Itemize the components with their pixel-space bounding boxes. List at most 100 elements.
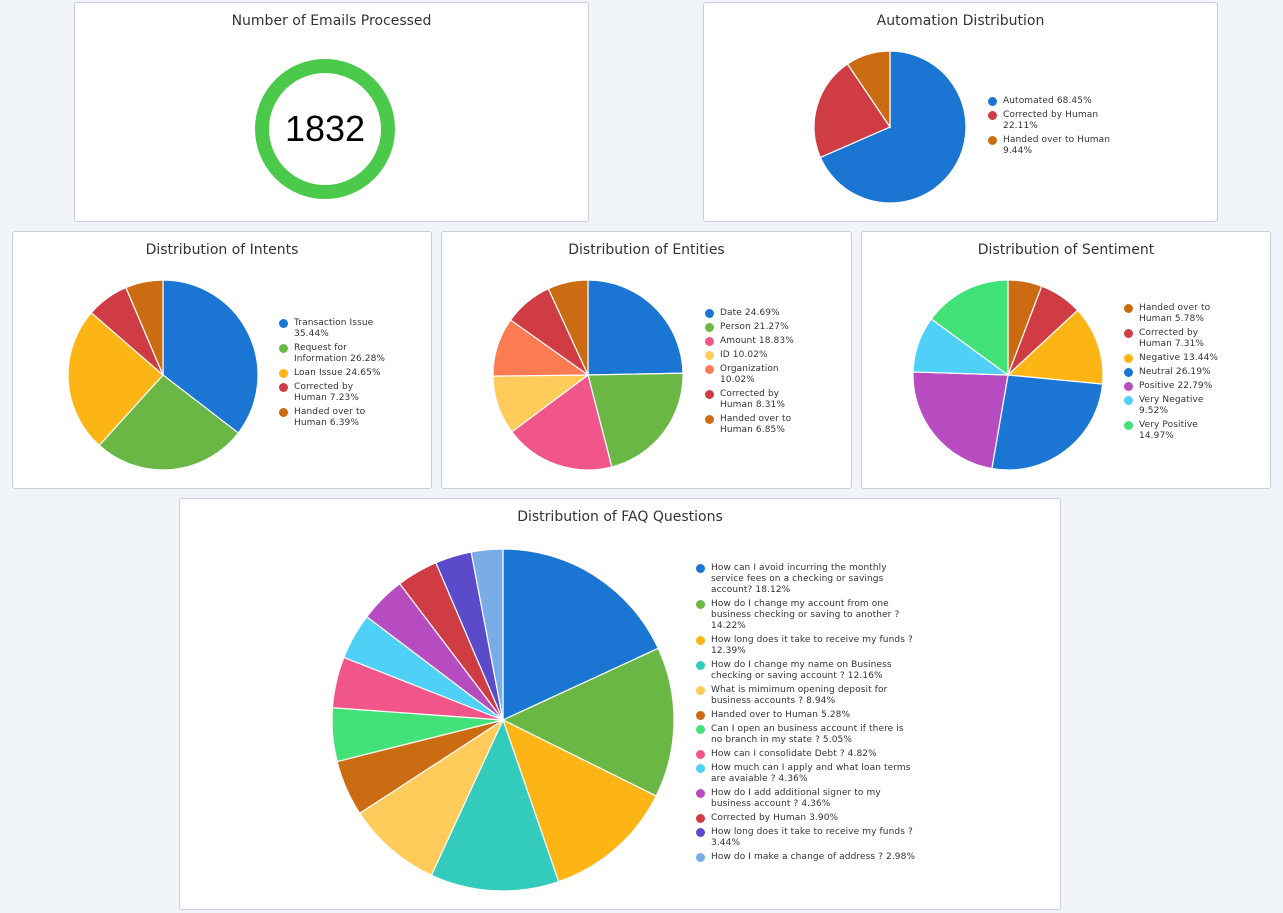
pie-slice[interactable] xyxy=(587,279,684,376)
legend-swatch xyxy=(988,97,997,106)
legend-swatch xyxy=(1124,329,1133,338)
legend-item[interactable]: How do I change my name on Business chec… xyxy=(696,660,916,682)
legend-item[interactable]: Handed over to Human 5.28% xyxy=(696,710,916,721)
legend-item[interactable]: Can I open an business account if there … xyxy=(696,724,916,746)
pie-slice[interactable] xyxy=(502,548,660,721)
legend-item[interactable]: Corrected by Human 7.23% xyxy=(279,382,389,404)
pie-slice[interactable] xyxy=(501,718,657,883)
entities-pie xyxy=(492,279,684,471)
legend-item[interactable]: Very Positive 14.97% xyxy=(1124,420,1234,442)
legend-item[interactable]: What is mimimum opening deposit for busi… xyxy=(696,685,916,707)
legend-swatch xyxy=(705,415,714,424)
legend-item[interactable]: Organization 10.02% xyxy=(705,364,815,386)
pie-slice[interactable] xyxy=(67,311,164,447)
pie-slice[interactable] xyxy=(991,374,1104,471)
legend-label: How do I add additional signer to my bus… xyxy=(711,788,881,809)
legend-item[interactable]: Negative 13.44% xyxy=(1124,353,1234,364)
legend-item[interactable]: Date 24.69% xyxy=(705,308,815,319)
pie-slice[interactable] xyxy=(98,374,240,471)
legend-label: Very Negative 9.52% xyxy=(1139,395,1204,416)
legend-item[interactable]: Person 21.27% xyxy=(705,322,815,333)
legend-item[interactable]: Automated 68.45% xyxy=(988,96,1113,107)
legend-label: How can I consolidate Debt ? 4.82% xyxy=(711,749,877,759)
legend-label: Negative 13.44% xyxy=(1139,353,1219,363)
legend-item[interactable]: Handed over to Human 6.39% xyxy=(279,407,389,429)
legend-label: Handed over to Human 5.28% xyxy=(711,710,851,720)
legend-label: Corrected by Human 3.90% xyxy=(711,813,839,823)
entities-distribution-card: Distribution of Entities Date 24.69% Pers… xyxy=(441,231,852,489)
emails-processed-value: 1832 xyxy=(284,108,366,149)
legend-item[interactable]: How do I add additional signer to my bus… xyxy=(696,788,916,810)
pie-slice[interactable] xyxy=(912,371,1009,470)
legend-label: Automated 68.45% xyxy=(1003,96,1092,106)
pie-slice[interactable] xyxy=(547,279,589,376)
pie-slice[interactable] xyxy=(358,718,505,877)
legend-item[interactable]: Handed over to Human 6.85% xyxy=(705,414,815,436)
pie-slice[interactable] xyxy=(819,50,967,204)
legend-swatch xyxy=(696,725,705,734)
legend-swatch xyxy=(279,344,288,353)
automation-distribution-card: Automation Distribution Automated 68.45%… xyxy=(703,2,1218,222)
legend-item[interactable]: How do I change my account from one busi… xyxy=(696,599,916,632)
automation-legend: Automated 68.45% Corrected by Human 22.11… xyxy=(988,96,1113,160)
legend-swatch xyxy=(696,853,705,862)
pie-slice[interactable] xyxy=(846,50,891,129)
legend-swatch xyxy=(696,686,705,695)
legend-item[interactable]: ID 10.02% xyxy=(705,350,815,361)
legend-swatch xyxy=(1124,382,1133,391)
legend-item[interactable]: How long does it take to receive my fund… xyxy=(696,635,916,657)
legend-label: Corrected by Human 8.31% xyxy=(720,389,786,410)
pie-slice[interactable] xyxy=(430,718,560,892)
legend-label: Loan Issue 24.65% xyxy=(294,368,381,378)
legend-item[interactable]: How can I consolidate Debt ? 4.82% xyxy=(696,749,916,760)
pie-slice[interactable] xyxy=(1006,309,1104,385)
pie-slice[interactable] xyxy=(125,279,164,376)
legend-label: How do I make a change of address ? 2.98… xyxy=(711,852,916,862)
legend-item[interactable]: Corrected by Human 3.90% xyxy=(696,813,916,824)
legend-item[interactable]: Amount 18.83% xyxy=(705,336,815,347)
faq-distribution-card: Distribution of FAQ Questions How can I … xyxy=(179,498,1061,910)
intents-distribution-title: Distribution of Intents xyxy=(145,242,299,258)
legend-item[interactable]: How can I avoid incurring the monthly se… xyxy=(696,563,916,596)
legend-item[interactable]: Very Negative 9.52% xyxy=(1124,395,1234,417)
legend-label: Handed over to Human 6.39% xyxy=(294,407,366,428)
legend-item[interactable]: Handed over to Human 5.78% xyxy=(1124,303,1234,325)
pie-slice[interactable] xyxy=(501,647,675,797)
legend-label: Neutral 26.19% xyxy=(1139,367,1211,377)
legend-swatch xyxy=(696,636,705,645)
pie-slice[interactable] xyxy=(813,63,891,159)
legend-item[interactable]: How long does it take to receive my fund… xyxy=(696,827,916,849)
legend-swatch xyxy=(696,750,705,759)
pie-slice[interactable] xyxy=(930,279,1009,377)
legend-item[interactable]: How much can I apply and what loan terms… xyxy=(696,763,916,785)
legend-swatch xyxy=(1124,368,1133,377)
legend-swatch xyxy=(705,323,714,332)
sentiment-distribution-title: Distribution of Sentiment xyxy=(977,242,1155,258)
legend-label: How long does it take to receive my fund… xyxy=(711,827,913,848)
legend-swatch xyxy=(696,711,705,720)
pie-slice[interactable] xyxy=(587,372,684,468)
legend-item[interactable]: Corrected by Human 8.31% xyxy=(705,389,815,411)
faq-legend: How can I avoid incurring the monthly se… xyxy=(696,563,916,866)
legend-item[interactable]: Request for Information 26.28% xyxy=(279,343,389,365)
legend-label: How long does it take to receive my fund… xyxy=(711,635,913,656)
legend-item[interactable]: Loan Issue 24.65% xyxy=(279,368,389,379)
legend-item[interactable]: Corrected by Human 7.31% xyxy=(1124,328,1234,350)
legend-label: Corrected by Human 7.23% xyxy=(294,382,360,403)
legend-swatch xyxy=(1124,304,1133,313)
legend-item[interactable]: Transaction Issue 35.44% xyxy=(279,318,389,340)
entities-legend: Date 24.69% Person 21.27% Amount 18.83% ID … xyxy=(705,308,815,439)
pie-slice[interactable] xyxy=(162,279,259,434)
legend-item[interactable]: Neutral 26.19% xyxy=(1124,367,1234,378)
pie-slice[interactable] xyxy=(470,548,504,721)
pie-slice[interactable] xyxy=(511,373,613,471)
legend-item[interactable]: Handed over to Human 9.44% xyxy=(988,135,1113,157)
legend-item[interactable]: Positive 22.79% xyxy=(1124,381,1234,392)
legend-swatch xyxy=(279,408,288,417)
legend-label: Corrected by Human 22.11% xyxy=(1003,110,1099,131)
legend-swatch xyxy=(696,814,705,823)
legend-item[interactable]: How do I make a change of address ? 2.98… xyxy=(696,852,916,863)
legend-swatch xyxy=(696,661,705,670)
legend-item[interactable]: Corrected by Human 22.11% xyxy=(988,110,1113,132)
intents-distribution-card: Distribution of Intents Transaction Issu… xyxy=(12,231,432,489)
